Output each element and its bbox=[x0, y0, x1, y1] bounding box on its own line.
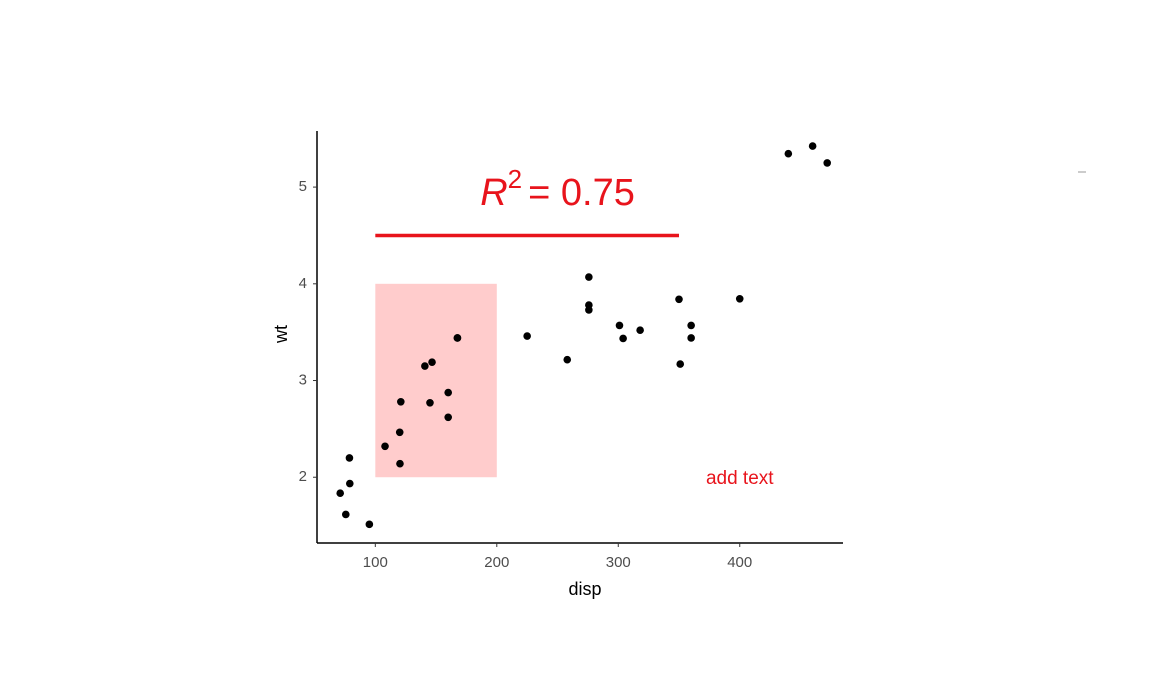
x-tick-label: 300 bbox=[606, 554, 631, 571]
point bbox=[585, 273, 593, 281]
y-tick-label: 3 bbox=[299, 371, 307, 388]
y-tick-label: 2 bbox=[299, 468, 307, 485]
point bbox=[345, 479, 354, 488]
point bbox=[341, 510, 350, 519]
point bbox=[523, 332, 531, 340]
point bbox=[687, 321, 695, 330]
formula-exponent: 2 bbox=[508, 164, 522, 194]
point bbox=[735, 294, 744, 303]
point bbox=[444, 388, 452, 397]
point bbox=[808, 142, 817, 150]
annotation-text: add text bbox=[706, 468, 774, 489]
point bbox=[428, 358, 436, 366]
point bbox=[397, 397, 405, 406]
point bbox=[444, 413, 452, 422]
formula-symbol: R bbox=[480, 172, 507, 214]
x-axis-title: disp bbox=[568, 579, 601, 599]
r-squared-label: R2 = 0.75 bbox=[480, 164, 635, 214]
point bbox=[421, 362, 429, 370]
y-tick-label: 4 bbox=[299, 275, 307, 292]
point bbox=[563, 355, 572, 364]
point bbox=[676, 360, 685, 368]
point bbox=[636, 326, 644, 335]
y-axis-title: wt bbox=[271, 325, 291, 344]
point bbox=[585, 301, 593, 309]
point bbox=[381, 442, 389, 451]
point bbox=[453, 334, 462, 342]
x-tick-label: 200 bbox=[484, 554, 509, 571]
x-tick-label: 100 bbox=[363, 554, 388, 571]
point bbox=[615, 321, 624, 330]
point bbox=[395, 428, 404, 437]
point bbox=[396, 459, 404, 468]
formula-rest: = 0.75 bbox=[528, 172, 635, 214]
point bbox=[345, 454, 354, 462]
point bbox=[687, 334, 695, 342]
y-tick-label: 5 bbox=[299, 178, 307, 195]
point bbox=[823, 159, 832, 167]
point bbox=[426, 398, 434, 407]
point bbox=[619, 334, 627, 343]
highlight-rect bbox=[375, 283, 497, 478]
point bbox=[336, 489, 345, 497]
point bbox=[675, 295, 683, 304]
point bbox=[784, 149, 793, 158]
x-tick-label: 400 bbox=[727, 554, 752, 571]
point bbox=[365, 520, 374, 529]
